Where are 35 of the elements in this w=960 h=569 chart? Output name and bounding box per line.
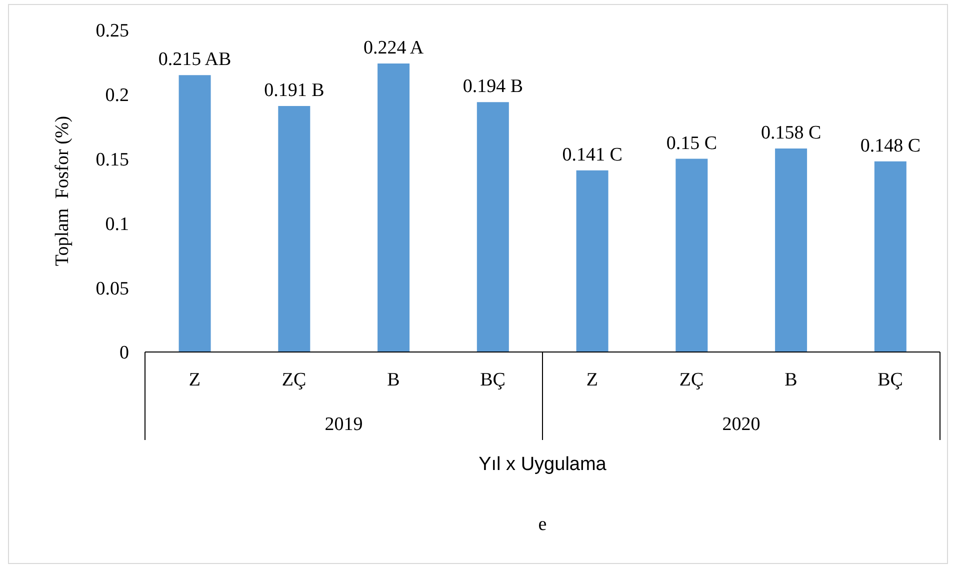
- x-tick-label: ZÇ: [679, 369, 704, 390]
- x-tick-label: ZÇ: [282, 369, 306, 390]
- x-tick-label: Z: [188, 369, 200, 390]
- data-label: 0.224 A: [363, 37, 424, 58]
- x-tick-label: BÇ: [878, 369, 903, 390]
- x-tick-label: B: [784, 369, 798, 390]
- bar: [576, 170, 608, 352]
- x-tick-label: B: [387, 369, 400, 390]
- x-tick-label: BÇ: [480, 369, 506, 390]
- data-label: 0.15 C: [666, 132, 718, 154]
- bar: [476, 102, 509, 352]
- text: 2020: [722, 414, 760, 435]
- bar: [278, 106, 310, 352]
- y-tick-label: 0.15: [96, 150, 129, 171]
- y-tick-label: 0.05: [96, 278, 129, 300]
- y-tick-label: 0.25: [96, 20, 129, 42]
- y-tick-label: 0: [120, 342, 129, 364]
- y-axis-title: Toplam Fosfor (%): [52, 116, 73, 266]
- y-tick-label: 0.1: [105, 214, 129, 235]
- bar: [378, 63, 410, 352]
- data-label: 0.215 AB: [158, 49, 232, 70]
- y-tick-label: 0.2: [105, 85, 129, 106]
- bar: [775, 148, 808, 352]
- text: e: [538, 514, 547, 535]
- data-label: 0.141 C: [562, 144, 622, 166]
- bar: [676, 158, 708, 352]
- data-label: 0.194 B: [462, 76, 524, 98]
- data-label: 0.158 C: [760, 122, 822, 144]
- bar: [178, 75, 211, 352]
- x-axis-title: Yıl x Uygulama: [478, 454, 607, 475]
- bar: [874, 161, 906, 352]
- data-label: 0.148 C: [860, 135, 921, 156]
- data-label: 0.191 B: [264, 80, 324, 101]
- x-tick-label: Z: [586, 369, 598, 390]
- text: 2019: [324, 414, 363, 435]
